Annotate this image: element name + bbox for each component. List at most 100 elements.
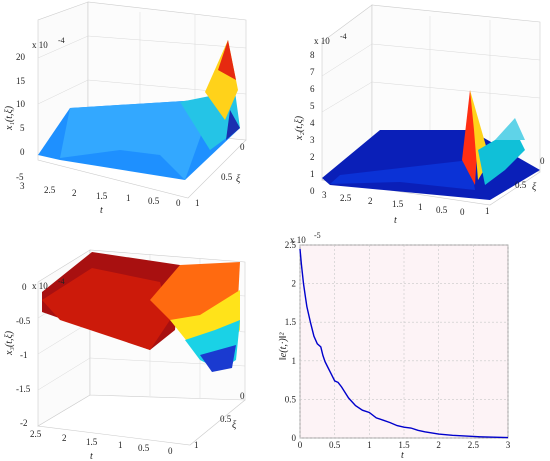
xi-tick: 0: [240, 391, 245, 401]
z-tick: -2: [20, 418, 28, 428]
xi-axis-label: ξ: [532, 182, 537, 193]
y-axis-label: ‖e(t,·)‖²: [278, 332, 289, 360]
y-tick-label: 0: [292, 433, 297, 443]
z-tick: -5: [16, 172, 24, 182]
z-axis-label: x₂(t,ξ): [294, 115, 305, 141]
z-tick: 0: [22, 282, 27, 292]
z-tick: 8: [310, 50, 315, 60]
surface-plot-x1: 20 15 10 5 0 -5 x 10 -4 x₁(t,ξ) 3 2.5 2 …: [4, 1, 247, 216]
y-multiplier: x 10: [290, 235, 306, 245]
z-tick: 7: [310, 67, 315, 77]
t-tick: 1.5: [392, 199, 404, 209]
z-tick: 0: [310, 186, 315, 196]
t-tick: 0: [168, 446, 173, 456]
z-tick: 4: [310, 118, 315, 128]
z-tick: 6: [310, 84, 315, 94]
t-tick: 2: [72, 188, 77, 198]
t-tick: 1: [418, 202, 423, 212]
t-ticks-x1: 3 2.5 2 1.5 1 0.5 0: [20, 181, 181, 208]
t-tick: 1: [118, 440, 123, 450]
surface-front: [330, 160, 475, 190]
t-ticks-x3: 2.5 2 1.5 1 0.5 0: [30, 429, 173, 456]
xi-ticks-x2: 0 0.5 1: [485, 156, 545, 216]
xi-tick: 0.5: [220, 414, 232, 424]
y-tick-label: 2: [292, 279, 297, 289]
z-tick: -1.5: [16, 384, 31, 394]
t-tick: 2: [62, 433, 67, 443]
t-tick: 0.5: [436, 205, 448, 215]
y-tick-label: 2.5: [285, 240, 297, 250]
xi-tick: 0.5: [515, 180, 527, 190]
x-axis-label: t: [401, 450, 404, 461]
z-tick: 0: [20, 147, 25, 157]
z-multiplier: x 10: [314, 36, 330, 46]
error-norm-line: [299, 248, 509, 439]
z-tick: 15: [16, 76, 26, 86]
z-axis-label: x₃(t,ξ): [4, 330, 15, 356]
surface-plot-x2: 8 7 6 5 4 3 2 1 0 x 10 -4 x₂(t,ξ) 3 2.5 …: [294, 4, 545, 226]
t-axis-label: t: [100, 205, 103, 216]
y-tick-label: 1.5: [285, 317, 297, 327]
t-tick: 3: [20, 181, 25, 191]
t-tick: 2: [368, 196, 373, 206]
surface-mid: [60, 95, 215, 180]
xi-ticks-x1: 0 0.5 1: [195, 142, 245, 208]
y-exponent: -5: [314, 231, 321, 240]
t-tick: 3: [322, 190, 327, 200]
xi-tick: 0: [240, 142, 245, 152]
t-axis-label: t: [394, 215, 397, 226]
x-tick-label: 2.5: [468, 440, 480, 450]
surface-ridge-top: [495, 118, 525, 140]
grid-lines: [321, 16, 541, 158]
y-ticks: 0 0.5 1 1.5 2 2.5: [285, 240, 297, 443]
z-ticks-x2: 8 7 6 5 4 3 2 1 0: [310, 50, 315, 196]
z-exponent: -4: [58, 277, 65, 286]
x-tick-label: 0: [298, 440, 303, 450]
xi-axis-label: ξ: [232, 420, 237, 431]
t-tick: 0.5: [148, 196, 160, 206]
surface-edge-dark: [226, 110, 240, 140]
t-ticks-x2: 3 2.5 2 1.5 1 0.5 0: [322, 190, 465, 217]
surface-trough: [200, 345, 236, 372]
x-tick-label: 1.5: [398, 440, 410, 450]
x-tick-label: 2: [436, 440, 441, 450]
z-axis-label: x₁(t,ξ): [4, 105, 15, 131]
t-tick: 1: [126, 193, 131, 203]
z-tick: 10: [16, 99, 26, 109]
z-tick: -0.5: [16, 316, 31, 326]
xi-tick: 1: [194, 440, 199, 450]
t-tick: 1.5: [86, 437, 98, 447]
z-ticks-x3: 0 -0.5 -1 -1.5 -2: [16, 282, 31, 428]
t-axis-label: t: [90, 451, 93, 461]
surface-mid-red: [42, 268, 170, 350]
z-ticks-x1: 20 15 10 5 0 -5: [16, 52, 26, 182]
xi-tick: 0.5: [221, 172, 233, 182]
z-tick: 3: [310, 135, 315, 145]
z-multiplier: x 10: [32, 281, 48, 291]
z-tick: 20: [16, 52, 26, 62]
t-tick: 1.5: [96, 191, 108, 201]
surface-plot-x3: 0 -0.5 -1 -1.5 -2 x 10 -4 x₃(t,ξ) 2.5 2 …: [4, 249, 246, 461]
t-tick: 2.5: [30, 429, 42, 439]
t-tick: 0: [460, 207, 465, 217]
z-tick: 5: [20, 123, 25, 133]
x-tick-label: 1: [367, 440, 372, 450]
t-tick: 2.5: [340, 193, 352, 203]
xi-axis-label: ξ: [236, 174, 241, 185]
x-tick-label: 3: [506, 440, 511, 450]
z-multiplier: x 10: [32, 40, 48, 50]
t-tick: 0: [176, 198, 181, 208]
surface-ridge-cyan: [478, 130, 525, 185]
z-tick: 5: [310, 101, 315, 111]
line-plot-error-norm: 0 0.5 1 1.5 2 2.5 3 0 0.5 1 1.5 2 2.5 x 10 -5 ‖e(t,…: [278, 231, 511, 461]
z-tick: 2: [310, 152, 315, 162]
surface-peak-red: [218, 40, 236, 80]
grid-lines: [299, 244, 509, 439]
xi-ticks-x3: 0 0.5 1: [194, 391, 245, 450]
xi-tick: 0: [540, 156, 545, 166]
z-exponent: -4: [58, 36, 65, 45]
y-tick-label: 0.5: [285, 394, 297, 404]
xi-tick: 1: [485, 206, 490, 216]
z-tick: -1: [20, 350, 28, 360]
